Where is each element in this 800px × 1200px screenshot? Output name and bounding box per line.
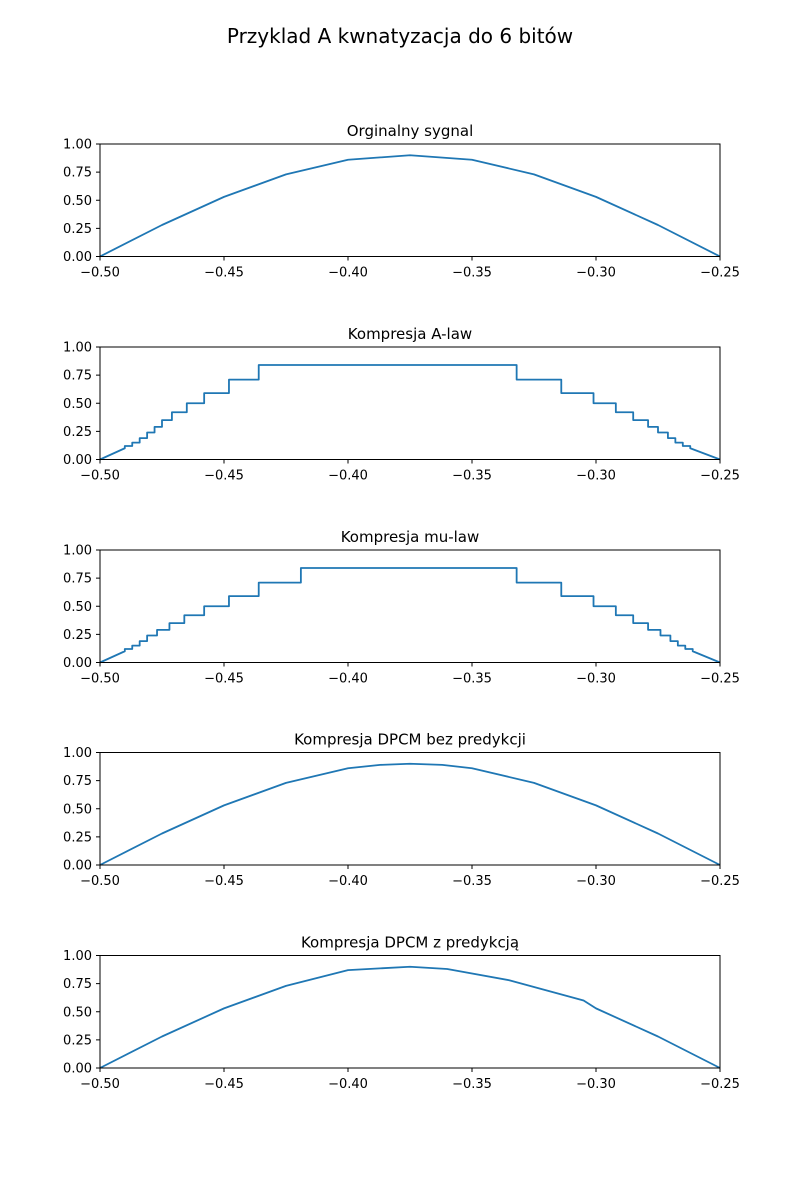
y-tick-label: 0.50: [63, 1005, 92, 1020]
x-tick-label: −0.45: [204, 874, 244, 889]
subplot-title: Kompresja mu-law: [341, 528, 480, 546]
x-tick-label: −0.30: [576, 874, 616, 889]
series-line: [99, 965, 721, 1069]
y-tick-label: 0.00: [63, 250, 92, 265]
series-line: [99, 154, 721, 258]
y-tick-label: 1.00: [63, 138, 92, 153]
x-tick-label: −0.30: [576, 469, 616, 484]
x-tick-label: −0.45: [204, 266, 244, 281]
y-tick-label: 0.50: [63, 600, 92, 615]
x-tick-label: −0.35: [452, 1077, 492, 1092]
x-tick-label: −0.50: [80, 1077, 120, 1092]
x-tick-label: −0.35: [452, 874, 492, 889]
y-tick-label: 0.00: [63, 859, 92, 874]
y-tick-label: 0.75: [63, 572, 92, 587]
y-tick-label: 0.75: [63, 977, 92, 992]
y-tick-label: 0.75: [63, 166, 92, 181]
x-tick-label: −0.25: [700, 469, 740, 484]
y-tick-label: 1.00: [63, 746, 92, 761]
series-line: [99, 762, 721, 866]
subplot-5: Kompresja DPCM z predykcją −0.50 −0.45 −0.4…: [63, 934, 740, 1093]
y-tick-label: 0.75: [63, 774, 92, 789]
x-tick-label: −0.25: [700, 1077, 740, 1092]
subplot-2: Kompresja A-law −0.50 −0.45 −0.40 −0.35 −0.30…: [63, 325, 740, 484]
subplot-title: Kompresja DPCM z predykcją: [301, 934, 519, 952]
x-tick-label: −0.40: [328, 469, 368, 484]
series-line: [99, 567, 721, 664]
subplot-title: Orginalny sygnal: [347, 122, 474, 140]
y-tick-label: 0.50: [63, 194, 92, 209]
y-tick-label: 0.25: [63, 628, 92, 643]
x-tick-label: −0.45: [204, 1077, 244, 1092]
subplot-1: Orginalny sygnal −0.50 −0.45 −0.40 −0.35 −0.3…: [63, 122, 740, 281]
y-tick-label: 0.50: [63, 802, 92, 817]
y-tick-label: 0.25: [63, 222, 92, 237]
y-tick-label: 0.50: [63, 397, 92, 412]
x-tick-label: −0.25: [700, 266, 740, 281]
x-tick-label: −0.40: [328, 874, 368, 889]
x-tick-label: −0.50: [80, 266, 120, 281]
y-tick-label: 0.00: [63, 453, 92, 468]
x-tick-label: −0.40: [328, 266, 368, 281]
y-tick-label: 0.00: [63, 656, 92, 671]
x-tick-label: −0.50: [80, 672, 120, 687]
x-tick-label: −0.35: [452, 266, 492, 281]
subplot-3: Kompresja mu-law −0.50 −0.45 −0.40 −0.35 −0.3…: [63, 528, 740, 687]
y-tick-label: 0.25: [63, 830, 92, 845]
x-tick-label: −0.30: [576, 672, 616, 687]
x-tick-label: −0.40: [328, 1077, 368, 1092]
figure-title: Przyklad A kwnatyzacja do 6 bitów: [227, 24, 573, 48]
x-tick-label: −0.30: [576, 266, 616, 281]
subplot-4: Kompresja DPCM bez predykcji −0.50 −0.45 −0…: [63, 731, 740, 890]
x-tick-label: −0.25: [700, 874, 740, 889]
y-tick-label: 1.00: [63, 341, 92, 356]
x-tick-label: −0.50: [80, 874, 120, 889]
x-tick-label: −0.35: [452, 672, 492, 687]
y-tick-label: 1.00: [63, 949, 92, 964]
x-tick-label: −0.30: [576, 1077, 616, 1092]
x-tick-label: −0.45: [204, 469, 244, 484]
y-tick-label: 0.75: [63, 369, 92, 384]
subplot-title: Kompresja A-law: [348, 325, 472, 343]
x-tick-label: −0.40: [328, 672, 368, 687]
x-tick-label: −0.50: [80, 469, 120, 484]
y-tick-label: 1.00: [63, 544, 92, 559]
y-tick-label: 0.25: [63, 1033, 92, 1048]
x-tick-label: −0.45: [204, 672, 244, 687]
y-tick-label: 0.25: [63, 425, 92, 440]
x-tick-label: −0.25: [700, 672, 740, 687]
series-line: [99, 364, 721, 461]
x-tick-label: −0.35: [452, 469, 492, 484]
subplot-title: Kompresja DPCM bez predykcji: [294, 731, 526, 749]
y-tick-label: 0.00: [63, 1062, 92, 1077]
